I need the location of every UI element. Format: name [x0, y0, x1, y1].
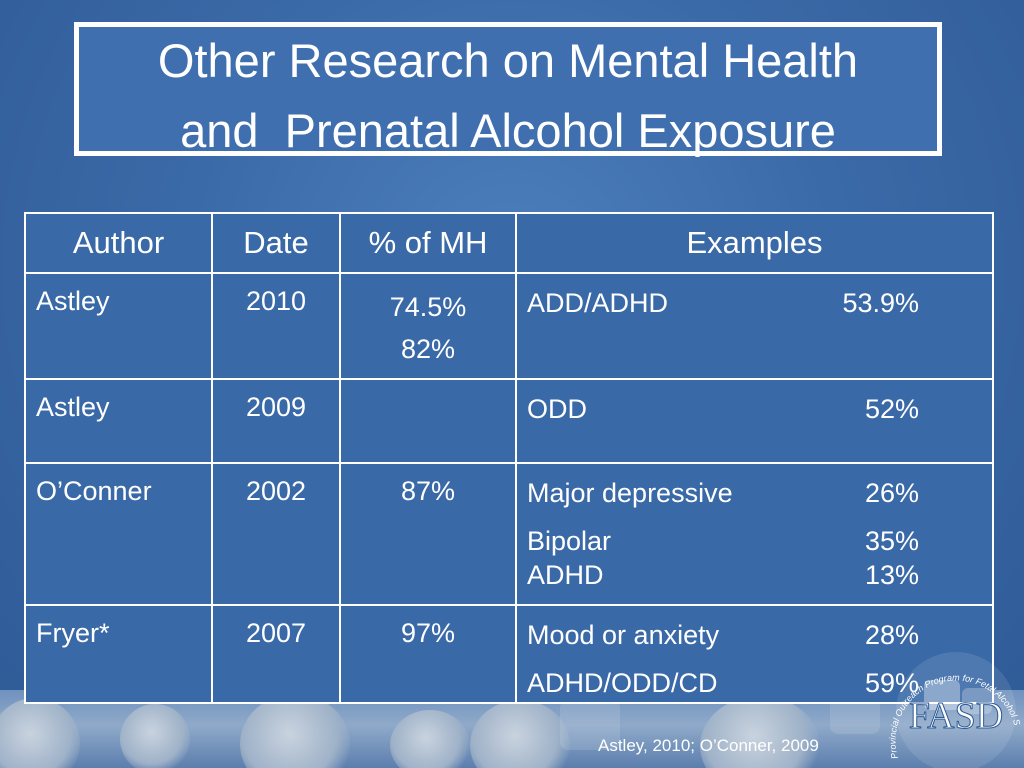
example-value: 35%: [864, 526, 919, 556]
header-pct-mh: % of MH: [339, 212, 517, 274]
header-examples: Examples: [515, 212, 994, 274]
header-date: Date: [211, 212, 341, 274]
table-header-row: Author Date % of MH Examples: [24, 212, 994, 274]
example-item: ODD 52%: [527, 392, 919, 426]
pct-cell: 74.5% 82%: [339, 272, 517, 380]
example-value: 53.9%: [842, 288, 919, 318]
example-value: 28%: [864, 620, 919, 650]
date-cell: 2002: [211, 462, 341, 606]
author-cell: Astley: [24, 272, 213, 380]
examples-cell: ADD/ADHD 53.9%: [515, 272, 994, 380]
example-item: ADHD/ODD/CD 59%: [527, 666, 919, 700]
pct-value: 97%: [400, 618, 456, 648]
example-value: 52%: [864, 394, 919, 424]
examples-cell: Mood or anxiety 28% ADHD/ODD/CD 59%: [515, 604, 994, 704]
example-label: Mood or anxiety: [527, 620, 720, 650]
date-cell: 2010: [211, 272, 341, 380]
fasd-logo-text: FASD: [909, 695, 1003, 737]
fasd-logo: Provincial Outreach Program for Fetal Al…: [880, 640, 1022, 768]
example-item: Bipolar 35%: [527, 524, 919, 558]
pct-value: 87%: [400, 476, 456, 506]
date-cell: 2007: [211, 604, 341, 704]
example-label: ADHD/ODD/CD: [527, 668, 718, 698]
slide-title-line-1: Other Research on Mental Health: [157, 34, 859, 87]
examples-cell: ODD 52%: [515, 378, 994, 464]
header-author: Author: [24, 212, 213, 274]
author-cell: Astley: [24, 378, 213, 464]
slide-title-line-2: and Prenatal Alcohol Exposure: [180, 104, 836, 157]
example-label: ODD: [527, 394, 587, 424]
example-label: Bipolar: [527, 526, 612, 556]
example-value: 26%: [864, 478, 919, 508]
table-row: Astley 2009 ODD 52%: [24, 378, 994, 464]
date-cell: 2009: [211, 378, 341, 464]
research-table: Author Date % of MH Examples Astley 2010…: [24, 212, 994, 704]
slide-title-box: Other Research on Mental Health and Pren…: [74, 22, 942, 157]
example-item: Major depressive 26%: [527, 476, 919, 510]
puzzle-piece-icon: [924, 680, 960, 710]
pct-cell: 97%: [339, 604, 517, 704]
example-label: Major depressive: [527, 478, 733, 508]
example-item: Mood or anxiety 28%: [527, 618, 919, 652]
table-row: Fryer* 2007 97% Mood or anxiety 28% ADHD…: [24, 604, 994, 704]
author-cell: O’Conner: [24, 462, 213, 606]
pct-value: 82%: [400, 334, 456, 364]
example-value: 13%: [864, 560, 919, 590]
table-row: Astley 2010 74.5% 82% ADD/ADHD 53.9%: [24, 272, 994, 380]
author-cell: Fryer*: [24, 604, 213, 704]
example-item: ADD/ADHD 53.9%: [527, 286, 919, 320]
example-item: ADHD 13%: [527, 558, 919, 592]
citation-text: Astley, 2010; O’Conner, 2009: [598, 736, 819, 755]
example-value: 59%: [864, 668, 919, 698]
pct-cell: [339, 378, 517, 464]
example-label: ADD/ADHD: [527, 288, 669, 318]
pct-value: 74.5%: [389, 292, 467, 322]
examples-cell: Major depressive 26% Bipolar 35% ADHD 13…: [515, 462, 994, 606]
example-label: ADHD: [527, 560, 604, 590]
table-row: O’Conner 2002 87% Major depressive 26% B…: [24, 462, 994, 606]
pct-cell: 87%: [339, 462, 517, 606]
